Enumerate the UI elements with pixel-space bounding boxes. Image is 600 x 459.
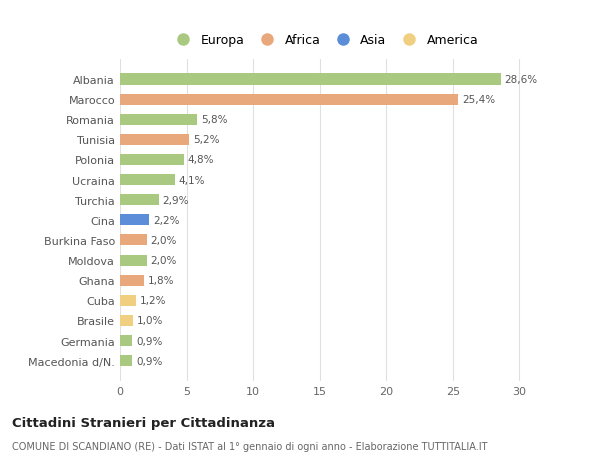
Text: 5,2%: 5,2%	[193, 135, 220, 145]
Legend: Europa, Africa, Asia, America: Europa, Africa, Asia, America	[167, 31, 482, 51]
Text: 4,8%: 4,8%	[188, 155, 214, 165]
Bar	[120, 195, 158, 206]
Bar	[120, 315, 133, 326]
Bar	[120, 74, 501, 85]
Bar	[120, 255, 146, 266]
Text: 0,9%: 0,9%	[136, 356, 163, 366]
Text: 2,0%: 2,0%	[151, 235, 177, 246]
Text: 4,1%: 4,1%	[179, 175, 205, 185]
Text: 2,0%: 2,0%	[151, 256, 177, 265]
Text: 0,9%: 0,9%	[136, 336, 163, 346]
Bar	[120, 114, 197, 125]
Bar	[120, 295, 136, 306]
Bar	[120, 174, 175, 186]
Text: 5,8%: 5,8%	[201, 115, 228, 125]
Bar	[120, 95, 458, 106]
Bar	[120, 155, 184, 166]
Bar	[120, 134, 189, 146]
Text: 1,8%: 1,8%	[148, 275, 175, 285]
Text: Cittadini Stranieri per Cittadinanza: Cittadini Stranieri per Cittadinanza	[12, 416, 275, 429]
Text: 1,0%: 1,0%	[137, 316, 164, 326]
Text: 1,2%: 1,2%	[140, 296, 166, 306]
Bar	[120, 355, 132, 366]
Bar	[120, 335, 132, 346]
Text: 2,2%: 2,2%	[153, 215, 180, 225]
Text: COMUNE DI SCANDIANO (RE) - Dati ISTAT al 1° gennaio di ogni anno - Elaborazione : COMUNE DI SCANDIANO (RE) - Dati ISTAT al…	[12, 441, 487, 451]
Bar	[120, 215, 149, 226]
Text: 25,4%: 25,4%	[462, 95, 495, 105]
Bar	[120, 235, 146, 246]
Bar	[120, 275, 144, 286]
Text: 2,9%: 2,9%	[163, 195, 189, 205]
Text: 28,6%: 28,6%	[505, 75, 538, 85]
